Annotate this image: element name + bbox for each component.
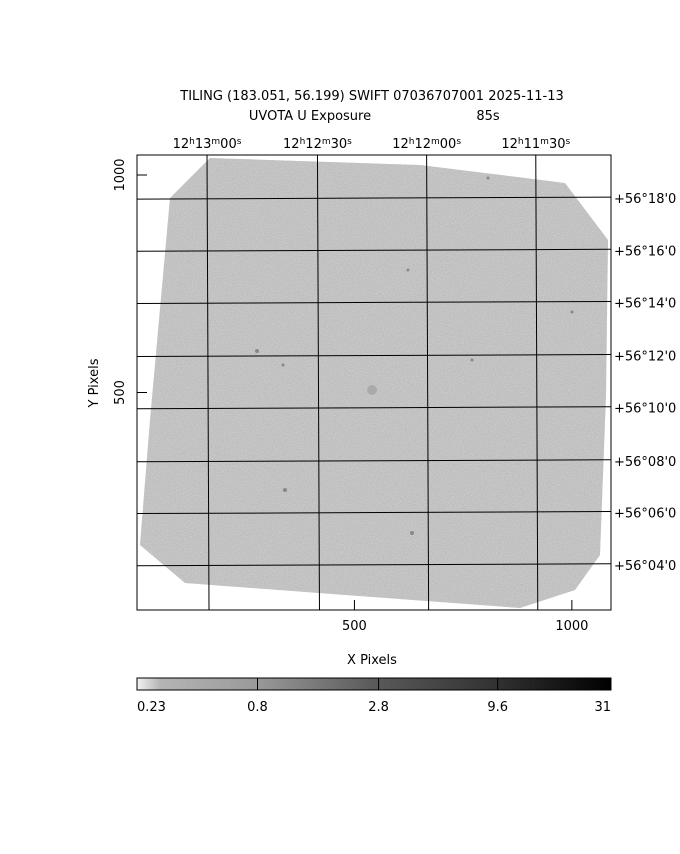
dec-grid-line: [136, 511, 612, 515]
ra-grid-line: [206, 154, 210, 611]
y-axis-label: Y Pixels: [87, 358, 102, 408]
dec-tick-label: +56°16'0: [614, 244, 676, 259]
exposure: 85s: [476, 109, 500, 124]
ra-grid-line: [316, 154, 320, 611]
colorbar: [136, 677, 612, 691]
dec-grid-line: [136, 406, 612, 410]
y-tick-label: 1000: [113, 158, 128, 191]
x-axis-label: X Pixels: [347, 653, 397, 668]
dec-grid-line: [136, 459, 612, 463]
x-tick-label: 500: [342, 619, 367, 634]
dec-tick-label: +56°10'0: [614, 402, 676, 417]
dec-tick-label: +56°06'0: [614, 507, 676, 522]
dec-tick-label: +56°08'0: [614, 455, 676, 470]
chart-title: TILING (183.051, 56.199) SWIFT 070367070…: [179, 89, 564, 104]
dec-grid-line: [136, 300, 612, 304]
dec-tick-label: +56°12'0: [614, 350, 676, 365]
sources: [255, 176, 574, 535]
colorbar-tick-label: 2.8: [368, 700, 389, 715]
dec-grid-line: [136, 248, 612, 252]
dec-tick-label: +56°04'0: [614, 559, 676, 574]
colorbar-tick-label: 0.23: [137, 700, 166, 715]
ra-tick-label: 12h12m30s: [283, 137, 352, 152]
ra-grid-line: [535, 154, 539, 611]
dec-tick-label: +56°18'0: [614, 192, 676, 207]
x-tick-label: 1000: [555, 619, 588, 634]
colorbar-tick-label: 0.8: [247, 700, 268, 715]
plot-frame: [136, 154, 612, 611]
ra-tick-label: 12h12m00s: [392, 137, 461, 152]
dec-grid-line: [136, 354, 612, 358]
colorbar-tick-label: 9.6: [487, 700, 508, 715]
dec-grid-line: [136, 196, 612, 200]
colorbar-tick-label: 31: [594, 700, 611, 715]
subtitle: UVOTA U Exposure: [249, 109, 371, 124]
ra-tick-label: 12h11m30s: [501, 137, 570, 152]
exposure-map: [140, 158, 608, 608]
dec-grid-line: [136, 563, 612, 567]
y-tick-label: 500: [113, 380, 128, 405]
ra-grid-line: [426, 154, 430, 611]
ra-tick-label: 12h13m00s: [173, 137, 242, 152]
dec-tick-label: +56°14'0: [614, 296, 676, 311]
